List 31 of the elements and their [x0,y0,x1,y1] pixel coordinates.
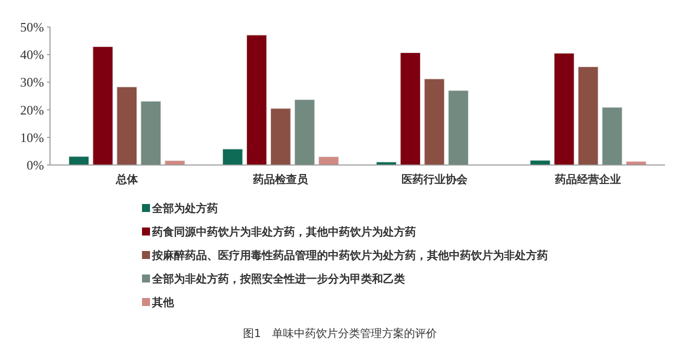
x-tick-label: 医药行业协会 [401,173,468,186]
bar [68,156,90,166]
x-tick-label: 药品检查员 [252,173,310,186]
bar [92,46,114,166]
bar [602,107,622,166]
bar [424,78,445,166]
bar [400,52,421,166]
bar [448,90,469,166]
x-tick-label: 总体 [114,173,139,186]
y-tick-label: 40% [20,47,44,62]
bar [554,52,574,166]
bar [222,148,243,166]
bar [270,108,291,166]
y-tick-label: 10% [20,130,44,145]
legend-label: 全部为非处方药，按照安全性进一步分为甲类和乙类 [151,272,405,286]
y-tick-label: 30% [20,74,44,90]
bar [318,156,339,166]
legend-label: 其他 [151,296,175,309]
legend-label: 按麻醉药品、医疗用毒性药品管理的中药饮片为处方药，其他中药饮片为非处方药 [151,249,548,262]
y-tick-label: 50% [20,20,44,34]
caption: 图1 单味中药饮片分类管理方案的评价 [243,327,437,340]
bar [246,34,267,166]
legend-label: 药食同源中药饮片为非处方药，其他中药饮片为处方药 [151,226,416,238]
legend-label: 全部为处方药 [151,202,218,215]
y-tick-label: 0% [26,158,44,172]
bar [116,86,138,166]
bar [294,99,315,166]
bar [578,66,598,166]
x-tick-label: 药品经营企业 [554,173,622,186]
y-tick-label: 20% [20,102,44,118]
bar [140,100,162,166]
